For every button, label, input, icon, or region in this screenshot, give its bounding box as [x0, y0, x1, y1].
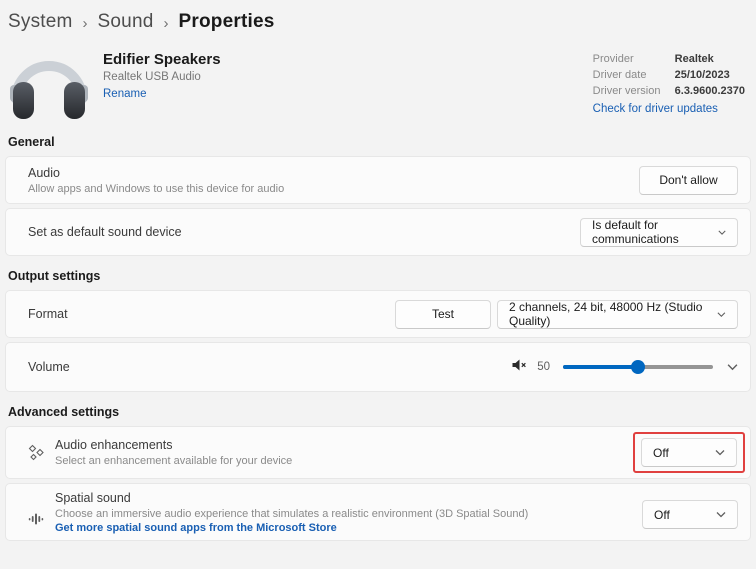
audio-enhancements-dropdown-value: Off	[653, 445, 669, 460]
section-title-general: General	[8, 135, 55, 149]
test-button[interactable]: Test	[395, 299, 491, 329]
volume-slider-handle[interactable]	[631, 360, 645, 374]
audio-permission-row: Audio Allow apps and Windows to use this…	[5, 156, 751, 204]
driver-value: 6.3.9600.2370	[674, 85, 745, 97]
driver-value: 25/10/2023	[674, 69, 730, 81]
format-dropdown-value: 2 channels, 24 bit, 48000 Hz (Studio Qua…	[509, 300, 703, 328]
check-driver-updates-link[interactable]: Check for driver updates	[592, 103, 718, 115]
volume-row: Volume 50	[5, 342, 751, 392]
chevron-down-icon	[718, 230, 726, 235]
volume-slider[interactable]	[563, 360, 713, 374]
section-title-output: Output settings	[8, 269, 101, 283]
headphones-icon	[5, 45, 93, 121]
annotation-highlight-box: Off	[633, 432, 745, 473]
spatial-sound-description: Choose an immersive audio experience tha…	[55, 508, 529, 520]
spatial-sound-row: Spatial sound Choose an immersive audio …	[5, 483, 751, 541]
spatial-sound-dropdown-value: Off	[654, 507, 670, 522]
speaker-mute-icon[interactable]	[511, 358, 527, 377]
sparkle-diamonds-icon	[26, 443, 46, 462]
dont-allow-button[interactable]: Don't allow	[639, 165, 738, 195]
volume-slider-fill	[563, 365, 638, 369]
spatial-sound-icon	[26, 510, 46, 528]
device-name: Edifier Speakers	[103, 51, 221, 68]
default-device-title: Set as default sound device	[28, 225, 182, 239]
chevron-down-icon	[715, 450, 725, 456]
audio-row-title: Audio	[28, 165, 60, 180]
spatial-sound-store-link[interactable]: Get more spatial sound apps from the Mic…	[55, 522, 337, 534]
driver-label: Driver date	[592, 69, 647, 81]
volume-title: Volume	[28, 360, 70, 374]
audio-enhancements-description: Select an enhancement available for your…	[55, 455, 293, 467]
default-device-row: Set as default sound device Is default f…	[5, 208, 751, 256]
breadcrumb: System › Sound › Properties	[5, 0, 751, 43]
audio-row-description: Allow apps and Windows to use this devic…	[28, 182, 285, 195]
chevron-right-icon: ›	[82, 14, 88, 32]
breadcrumb-properties: Properties	[178, 11, 275, 32]
chevron-down-icon	[717, 311, 726, 317]
volume-value: 50	[537, 361, 550, 373]
breadcrumb-sound[interactable]: Sound	[97, 11, 154, 32]
default-device-dropdown-value: Is default for communications	[592, 218, 679, 246]
audio-enhancements-dropdown[interactable]: Off	[641, 438, 737, 467]
chevron-down-icon[interactable]	[727, 363, 738, 371]
section-title-advanced: Advanced settings	[8, 405, 120, 419]
format-title: Format	[28, 307, 68, 321]
default-device-dropdown[interactable]: Is default for communications	[580, 217, 738, 247]
format-dropdown[interactable]: 2 channels, 24 bit, 48000 Hz (Studio Qua…	[497, 299, 738, 329]
driver-label: Driver version	[592, 85, 661, 97]
chevron-right-icon: ›	[163, 14, 169, 32]
audio-enhancements-title: Audio enhancements	[55, 438, 173, 452]
driver-value: Realtek	[674, 53, 714, 65]
device-header: Edifier Speakers Realtek USB Audio Renam…	[5, 43, 751, 125]
device-subtitle: Realtek USB Audio	[103, 71, 201, 83]
driver-info: Provider Realtek Driver date 25/10/2023 …	[593, 53, 748, 125]
driver-label: Provider	[592, 53, 634, 65]
spatial-sound-title: Spatial sound	[55, 491, 131, 505]
chevron-down-icon	[716, 512, 726, 518]
audio-enhancements-row: Audio enhancements Select an enhancement…	[5, 426, 751, 479]
rename-link[interactable]: Rename	[103, 88, 147, 100]
spatial-sound-dropdown[interactable]: Off	[642, 500, 738, 529]
format-row: Format Test 2 channels, 24 bit, 48000 Hz…	[5, 290, 751, 338]
breadcrumb-system[interactable]: System	[8, 11, 73, 32]
